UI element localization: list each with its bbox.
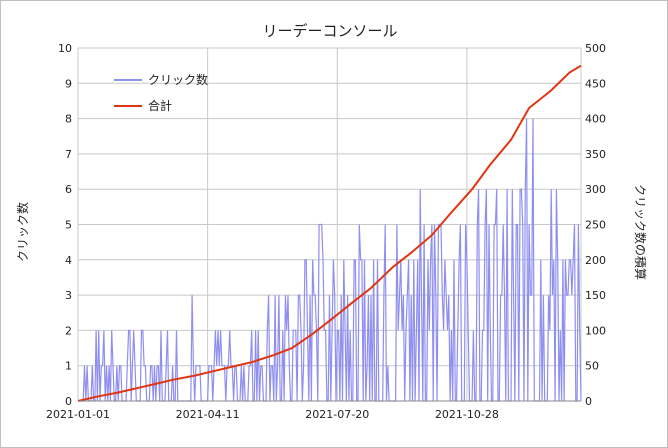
legend-label-total: 合計 (148, 98, 172, 113)
series-clicks (78, 118, 582, 402)
series-line-total (77, 64, 582, 402)
x-tick-label: 2021-10-28 (435, 408, 499, 421)
y-right-tick-label: 150 (585, 289, 606, 302)
y-left-tick-label: 2 (65, 324, 72, 337)
x-tick-label: 2021-04-11 (176, 408, 240, 421)
y-left-axis-title: クリック数 (15, 202, 30, 262)
legend-label-clicks: クリック数 (148, 72, 208, 87)
series-line-clicks (78, 118, 582, 402)
x-tick-label: 2021-07-20 (305, 408, 369, 421)
y-left-tick-label: 7 (65, 148, 72, 161)
y-left-tick-label: 8 (65, 113, 72, 126)
y-right-tick-label: 500 (585, 42, 606, 55)
y-left-tick-label: 4 (65, 254, 72, 267)
y-right-tick-label: 450 (585, 77, 606, 90)
chart-title: リーデーコンソール (262, 22, 397, 40)
right-tick-labels: 0 50 100 150 200 250 300 350 400 450 500 (585, 42, 606, 408)
y-right-tick-label: 300 (585, 183, 606, 196)
left-tick-labels: 0 1 2 3 4 5 6 7 8 9 10 (58, 42, 72, 408)
y-right-tick-label: 50 (585, 360, 599, 373)
y-left-tick-label: 0 (65, 395, 72, 408)
x-tick-label: 2021-01-01 (46, 408, 110, 421)
y-right-tick-label: 250 (585, 219, 606, 232)
y-right-tick-label: 350 (585, 148, 606, 161)
y-right-tick-label: 0 (585, 395, 592, 408)
y-left-tick-label: 1 (65, 360, 72, 373)
y-right-axis-title: クリック数の積算 (633, 184, 648, 280)
series-total (77, 64, 582, 402)
y-left-tick-label: 9 (65, 77, 72, 90)
y-right-tick-label: 400 (585, 113, 606, 126)
y-left-tick-label: 3 (65, 289, 72, 302)
y-right-tick-label: 200 (585, 254, 606, 267)
y-left-tick-label: 10 (58, 42, 72, 55)
y-left-tick-label: 5 (65, 219, 72, 232)
y-left-tick-label: 6 (65, 183, 72, 196)
y-right-tick-label: 100 (585, 324, 606, 337)
legend: クリック数 合計 (114, 72, 208, 113)
x-tick-labels: 2021-01-01 2021-04-11 2021-07-20 2021-10-28 (46, 408, 499, 421)
